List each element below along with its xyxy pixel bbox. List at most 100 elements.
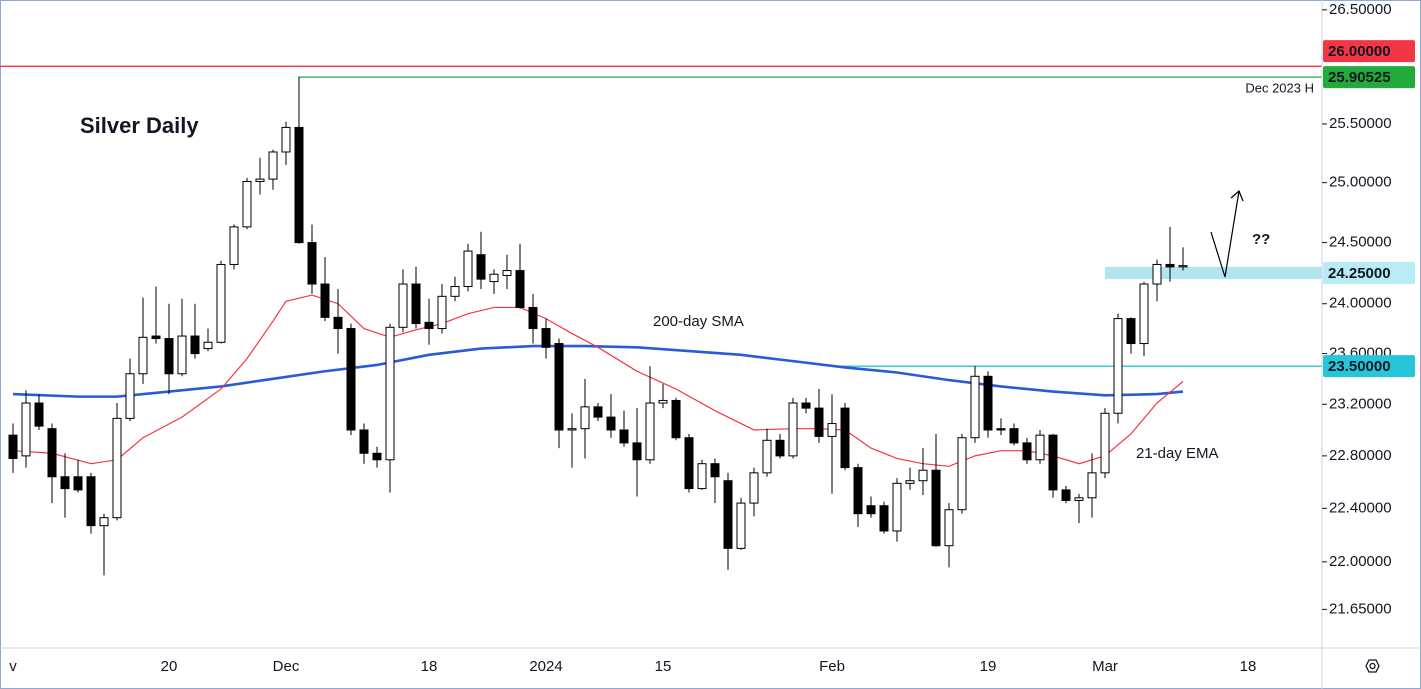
candle-body <box>632 442 642 461</box>
candle-body <box>99 517 109 527</box>
settings-dot <box>1369 662 1376 670</box>
x-tick-label: v <box>9 658 17 675</box>
candle-body <box>905 480 915 484</box>
candle-body <box>398 283 408 328</box>
candle-body <box>1022 442 1032 461</box>
candle-body <box>138 336 148 375</box>
y-tick-label: 25.50000 <box>1329 115 1392 132</box>
y-tick-label: 22.00000 <box>1329 553 1392 570</box>
candle-body <box>411 283 421 325</box>
candle-body <box>489 273 499 283</box>
candle-body <box>346 328 356 431</box>
candle-body <box>463 250 473 287</box>
candle-body <box>320 283 330 318</box>
y-tick-label: 22.80000 <box>1329 447 1392 464</box>
projection-arrow <box>1210 189 1244 278</box>
x-tick-label: 15 <box>655 658 672 675</box>
candle-body <box>437 295 447 330</box>
candle-body <box>606 416 616 431</box>
candle-body <box>684 437 694 490</box>
candle-body <box>1139 283 1149 345</box>
candle-body <box>424 321 434 330</box>
line-label: 200-day SMA <box>653 313 744 330</box>
price-label: 26.00000 <box>1328 43 1391 60</box>
candle-body <box>567 428 577 431</box>
candle-body <box>268 151 278 180</box>
candle-body <box>333 316 343 330</box>
candle-body <box>892 482 902 532</box>
candle-body <box>177 335 187 375</box>
candle-body <box>1100 412 1110 474</box>
candle-body <box>736 502 746 549</box>
y-tick-label: 25.00000 <box>1329 174 1392 191</box>
y-tick-label: 22.40000 <box>1329 499 1392 516</box>
x-tick-label: 20 <box>161 658 178 675</box>
x-tick-label: 18 <box>1240 658 1257 675</box>
x-tick-label: 2024 <box>529 658 562 675</box>
price-label-box <box>1323 40 1415 63</box>
candle-body <box>775 439 785 457</box>
candle-body <box>619 429 629 444</box>
candle-body <box>125 373 135 419</box>
candle-body <box>359 429 369 454</box>
candle-body <box>476 254 486 280</box>
price-label-box <box>1323 355 1415 378</box>
candle-body <box>385 326 395 461</box>
arrow-head <box>1230 189 1244 202</box>
candle-body <box>21 402 31 457</box>
line-label: 21-day EMA <box>1136 445 1219 462</box>
support-zone <box>1105 266 1322 280</box>
x-tick-label: 19 <box>980 658 997 675</box>
candle-body <box>1048 434 1058 491</box>
candle-body <box>86 476 96 527</box>
candle-body <box>879 505 889 532</box>
candle-body <box>1126 318 1136 345</box>
candle-body <box>203 341 213 350</box>
candle-body <box>749 472 759 504</box>
candle-body <box>8 434 18 459</box>
candle-body <box>853 467 863 515</box>
candle-body <box>216 263 226 343</box>
candle-body <box>996 428 1006 431</box>
candle-body <box>866 505 876 515</box>
candle-body <box>788 402 798 457</box>
candle-body <box>151 335 161 340</box>
candle-body <box>918 469 928 482</box>
candle-body <box>1152 263 1162 285</box>
y-tick-label: 26.50000 <box>1329 1 1392 18</box>
candle-body <box>593 406 603 418</box>
candle-body <box>1035 434 1045 461</box>
settings-icon[interactable] <box>1365 659 1380 673</box>
candle-body <box>1178 265 1188 268</box>
candle-body <box>515 270 525 308</box>
candle-body <box>112 417 122 519</box>
candle-body <box>190 335 200 355</box>
y-tick-label: 21.65000 <box>1329 600 1392 617</box>
candle-body <box>73 476 83 491</box>
candle-body <box>658 399 668 404</box>
candle-body <box>814 407 824 437</box>
candle-body <box>970 375 980 439</box>
price-label-box <box>1323 262 1415 285</box>
y-tick-label: 24.00000 <box>1329 295 1392 312</box>
candle-body <box>645 402 655 461</box>
candle-body <box>502 270 512 276</box>
candle-body <box>281 126 291 153</box>
candle-body <box>1165 263 1175 268</box>
candle-body <box>307 242 317 285</box>
candle-body <box>554 343 564 431</box>
candle-body <box>983 375 993 431</box>
price-label: 24.25000 <box>1328 265 1391 282</box>
moving-average-line <box>12 344 1184 398</box>
plot-area: Dec 2023 H 200-day SMA 21-day EMA <box>0 65 1322 576</box>
candle-body <box>60 476 70 490</box>
candle-body <box>34 402 44 427</box>
candle-body <box>242 180 252 228</box>
candle-body <box>723 480 733 549</box>
x-tick-label: 18 <box>421 658 438 675</box>
candle-body <box>47 428 57 478</box>
price-label-box <box>1323 66 1415 89</box>
candle-body <box>762 439 772 474</box>
